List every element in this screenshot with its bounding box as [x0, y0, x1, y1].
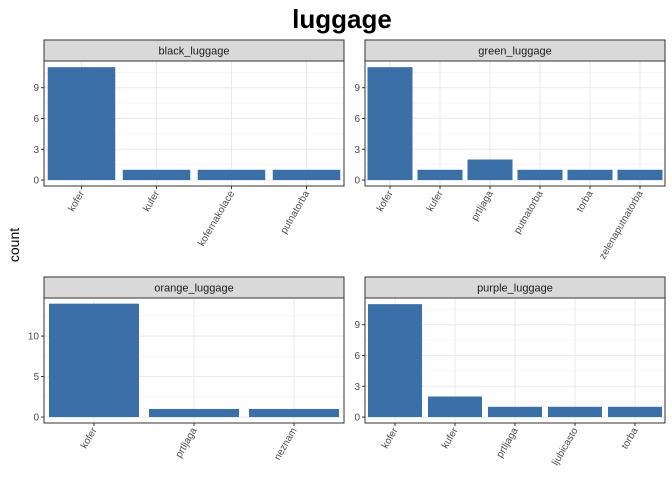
- x-tick-label: torba: [620, 426, 641, 452]
- facet-strip: [364, 39, 666, 62]
- bar-kofer: [49, 303, 139, 418]
- facet-strip-label: orange_luggage: [154, 283, 234, 295]
- x-tick-label: prtljaga: [174, 426, 200, 460]
- y-tick-label: 3: [354, 145, 360, 156]
- y-tick-label: 0: [354, 176, 360, 187]
- y-tick-label: 6: [33, 114, 39, 125]
- facet-strip: [364, 276, 666, 299]
- facet-panels: black_luggage 0 3 6 9 kofer kufer kofernakolace…: [28, 39, 666, 468]
- x-tick-label: ljubicasto: [550, 426, 581, 468]
- x-tick-label: kufer: [440, 425, 461, 450]
- x-tick-label: zelenaputnatorba: [597, 189, 645, 262]
- x-tick-label: kofer: [66, 188, 87, 213]
- bar-kofer: [368, 304, 422, 418]
- facet-panel-orange_luggage: orange_luggage 0 5 10 kofer prtljaga neznam: [28, 276, 345, 462]
- y-tick-label: 0: [33, 176, 39, 187]
- y-axis-label: count: [6, 228, 22, 262]
- x-tick-label: prtljaga: [470, 189, 496, 223]
- bar-prtljaga: [149, 408, 239, 418]
- y-tick-label: 6: [354, 351, 360, 362]
- facet-panel-black_luggage: black_luggage 0 3 6 9 kofer kufer kofernakolace…: [33, 39, 345, 249]
- facet-strip-label: green_luggage: [478, 46, 551, 58]
- facet-strip-label: purple_luggage: [477, 283, 553, 295]
- y-tick-label: 9: [354, 83, 360, 94]
- y-tick-label: 9: [33, 83, 39, 94]
- x-tick-label: prtljaga: [495, 426, 521, 460]
- bar-kufer: [428, 396, 482, 418]
- bar-neznam: [249, 408, 339, 418]
- y-tick-label: 3: [354, 382, 360, 393]
- y-tick-label: 5: [33, 372, 39, 383]
- chart-title: luggage: [292, 4, 392, 34]
- bar-putnatorba: [517, 169, 563, 181]
- y-tick-label: 9: [354, 320, 360, 331]
- bar-torba: [608, 406, 662, 418]
- x-tick-label: putnatorba: [512, 189, 546, 236]
- x-tick-label: kofer: [380, 425, 401, 450]
- bar-kofer: [47, 67, 116, 181]
- y-tick-label: 10: [28, 332, 40, 343]
- facet-panel-purple_luggage: purple_luggage 0 3 6 9 kofer kufer prtljaga ljub…: [354, 276, 666, 468]
- x-tick-label: kufer: [425, 188, 446, 213]
- bar-kofer: [367, 67, 413, 181]
- x-tick-label: neznam: [272, 426, 299, 462]
- x-tick-label: kufer: [141, 188, 162, 213]
- facet-strip-label: black_luggage: [159, 46, 230, 58]
- bar-kufer: [417, 169, 463, 181]
- y-tick-label: 3: [33, 145, 39, 156]
- facet-strip: [43, 39, 345, 62]
- x-tick-label: kofernakolace: [196, 189, 237, 249]
- x-tick-label: kofer: [375, 188, 396, 213]
- x-tick-label: putnatorba: [279, 189, 313, 236]
- bar-kufer: [122, 169, 191, 181]
- y-tick-label: 6: [354, 114, 360, 125]
- panel-background: [365, 61, 665, 186]
- bar-kofernakolace: [197, 169, 266, 181]
- bar-prtljaga: [488, 406, 542, 418]
- y-tick-label: 0: [33, 413, 39, 424]
- bar-prtljaga: [467, 159, 513, 181]
- bar-torba: [567, 169, 613, 181]
- x-tick-label: torba: [575, 189, 596, 215]
- facet-strip: [43, 276, 345, 299]
- x-tick-label: kofer: [79, 425, 100, 450]
- bar-zelenaputnatorba: [617, 169, 663, 181]
- y-tick-label: 0: [354, 413, 360, 424]
- bar-ljubicasto: [548, 406, 602, 418]
- facet-panel-green_luggage: green_luggage 0 3 6 9 kofer kufer prtljaga putna…: [354, 39, 666, 262]
- bar-putnatorba: [272, 169, 341, 181]
